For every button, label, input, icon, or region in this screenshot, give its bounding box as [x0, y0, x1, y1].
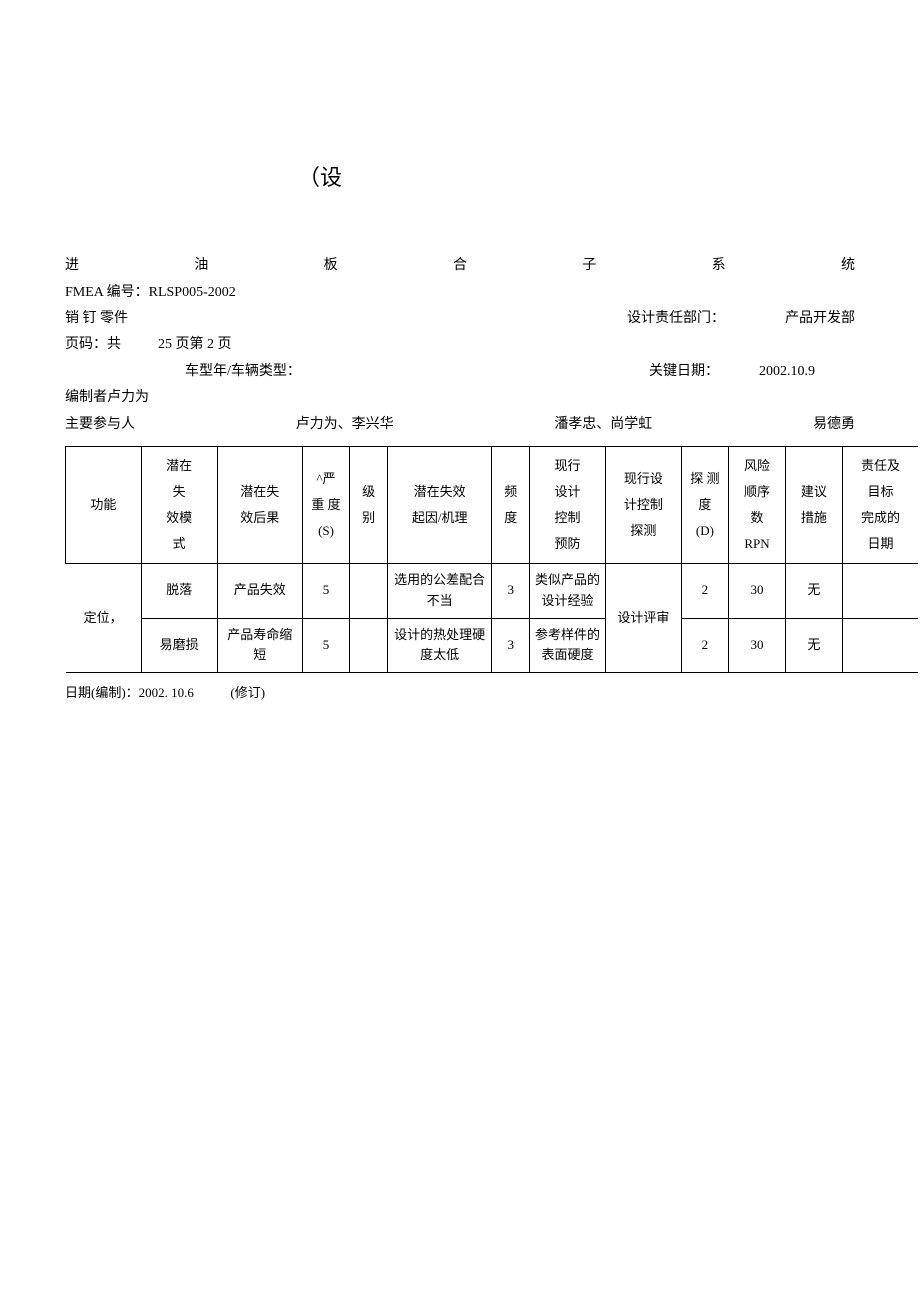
cell-occ: 3: [492, 563, 530, 618]
page-total: 25: [158, 337, 172, 352]
cell-act: 无: [785, 618, 842, 673]
cell-effect: 产品寿命缩短: [217, 618, 302, 673]
cell-cause: 选用的公差配合不当: [388, 563, 492, 618]
subsystem-line: 进 油 板 合 子 系 统: [65, 255, 855, 277]
page-label: 页码：共: [65, 337, 121, 352]
fmea-no-value: RLSP005-2002: [149, 285, 236, 300]
col-ctrl-prev: 现行设计控制预防: [530, 446, 606, 563]
table-row: 定位， 脱落 产品失效 5 选用的公差配合不当 3 类似产品的设计经验 设计评审…: [66, 563, 919, 618]
col-func: 功能: [66, 446, 142, 563]
author-value: 卢力为: [107, 390, 149, 405]
table-row: 易磨损 产品寿命缩短 5 设计的热处理硬度太低 3 参考样件的表面硬度 2 30…: [66, 618, 919, 673]
cell-det: 2: [681, 618, 728, 673]
page-suffix: 页: [218, 337, 232, 352]
vehicle-label: 车型年/车辆类型：: [185, 361, 301, 383]
col-cause: 潜在失效起因/机理: [388, 446, 492, 563]
author-line: 编制者卢力为: [65, 387, 855, 409]
cell-func: 定位，: [66, 563, 142, 672]
keydate-label: 关键日期：: [649, 361, 719, 383]
table-header-row: 功能 潜在失效模式 潜在失效后果 ^严重 度(S) 级别 潜在失效起因/机理 频…: [66, 446, 919, 563]
col-occur: 频度: [492, 446, 530, 563]
col-detect: 探 测度(D): [681, 446, 728, 563]
participants-2: 潘孝忠、尚学虹: [554, 414, 652, 436]
cell-mode: 脱落: [141, 563, 217, 618]
col-fail-effect: 潜在失效后果: [217, 446, 302, 563]
cell-prev: 参考样件的表面硬度: [530, 618, 606, 673]
doc-title: （设: [65, 160, 855, 195]
cell-occ: 3: [492, 618, 530, 673]
page-mid: 页第: [176, 337, 204, 352]
cell-resp: [842, 618, 918, 673]
sub-c3: 板: [324, 255, 338, 277]
col-resp: 责任及目标完成的日期: [842, 446, 918, 563]
col-severity: ^严重 度(S): [302, 446, 349, 563]
footer-date-value: 2002. 10.6: [139, 685, 194, 700]
footer-date-label: 日期(编制)：: [65, 685, 139, 700]
page: （设 进 油 板 合 子 系 统 FMEA 编号：RLSP005-2002 销 …: [0, 0, 920, 744]
sub-c6: 系: [712, 255, 726, 277]
sub-c7: 统: [841, 255, 855, 277]
col-class: 级别: [350, 446, 388, 563]
footer-line: 日期(编制)：2002. 10.6 (修订): [65, 683, 855, 704]
cell-effect: 产品失效: [217, 563, 302, 618]
col-action: 建议措施: [785, 446, 842, 563]
cell-cls: [350, 618, 388, 673]
author-label: 编制者: [65, 390, 107, 405]
sub-c2: 油: [194, 255, 208, 277]
part-dept-line: 销 钉 零件 设计责任部门： 产品开发部: [65, 308, 855, 330]
cell-cls: [350, 563, 388, 618]
col-rpn: 风险顺序数RPN: [729, 446, 786, 563]
footer-rev: (修订): [230, 685, 265, 700]
col-ctrl-det: 现行设计控制探测: [605, 446, 681, 563]
cell-rpn: 30: [729, 618, 786, 673]
cell-cause: 设计的热处理硬度太低: [388, 618, 492, 673]
cell-prev: 类似产品的设计经验: [530, 563, 606, 618]
participants-1: 卢力为、李兴华: [296, 414, 394, 436]
cell-det: 2: [681, 563, 728, 618]
part-label: 销 钉 零件: [65, 308, 128, 330]
cell-act: 无: [785, 563, 842, 618]
cell-mode: 易磨损: [141, 618, 217, 673]
sub-c5: 子: [582, 255, 596, 277]
participants-line: 主要参与人 卢力为、李兴华 潘孝忠、尚学虹 易德勇: [65, 414, 855, 436]
page-no-line: 页码：共 25 页第 2 页: [65, 334, 855, 356]
vehicle-keydate-line: 车型年/车辆类型： 关键日期： 2002.10.9: [65, 361, 855, 383]
cell-sev: 5: [302, 618, 349, 673]
fmea-no-label: FMEA 编号：: [65, 285, 149, 300]
sub-c1: 进: [65, 255, 79, 277]
cell-resp: [842, 563, 918, 618]
participants-label: 主要参与人: [65, 414, 135, 436]
sub-c4: 合: [453, 255, 467, 277]
dept-value: 产品开发部: [785, 308, 855, 330]
fmea-no-line: FMEA 编号：RLSP005-2002: [65, 282, 855, 304]
fmea-table: 功能 潜在失效模式 潜在失效后果 ^严重 度(S) 级别 潜在失效起因/机理 频…: [65, 446, 918, 673]
keydate-value: 2002.10.9: [759, 361, 815, 383]
dept-label: 设计责任部门：: [627, 308, 725, 330]
cell-sev: 5: [302, 563, 349, 618]
cell-det-ctrl: 设计评审: [605, 563, 681, 672]
cell-rpn: 30: [729, 563, 786, 618]
participants-3: 易德勇: [813, 414, 855, 436]
page-cur: 2: [207, 337, 214, 352]
col-fail-mode: 潜在失效模式: [141, 446, 217, 563]
